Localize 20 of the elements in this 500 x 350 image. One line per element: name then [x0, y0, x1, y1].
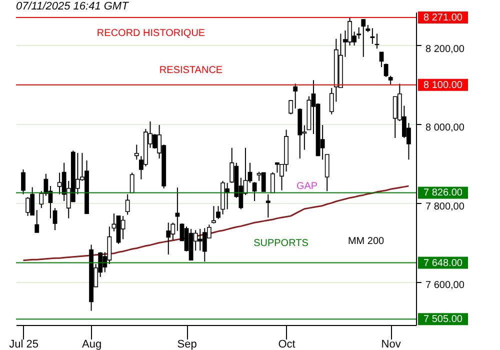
- x-tick-label: Nov: [381, 338, 402, 350]
- ref-line-label: 7 826.00: [424, 188, 463, 199]
- annotation: RESISTANCE: [159, 65, 223, 76]
- chart-title: 07/11/2025 16:41 GMT: [16, 0, 130, 13]
- ref-line-label: 7 648.00: [424, 258, 463, 269]
- ref-line-label: 8 271.00: [424, 12, 463, 24]
- x-tick-label: Sep: [177, 338, 197, 350]
- ref-line-label: 7 505.00: [424, 314, 463, 326]
- annotation: SUPPORTS: [254, 238, 309, 249]
- y-tick-label: 7 800,00: [426, 201, 465, 212]
- x-tick-label: Oct: [278, 338, 296, 350]
- ref-line-label: 8 100.00: [424, 80, 463, 91]
- y-tick-label: 8 000,00: [426, 122, 465, 134]
- x-tick-label: Aug: [82, 338, 102, 350]
- annotation: RECORD HISTORIQUE: [96, 28, 206, 39]
- y-tick-label: 7 600,00: [426, 280, 465, 292]
- annotation: MM 200: [348, 236, 384, 247]
- annotation: GAP: [296, 181, 318, 192]
- y-tick-label: 8 200,00: [426, 44, 465, 55]
- x-tick-label: Jul 25: [9, 338, 38, 350]
